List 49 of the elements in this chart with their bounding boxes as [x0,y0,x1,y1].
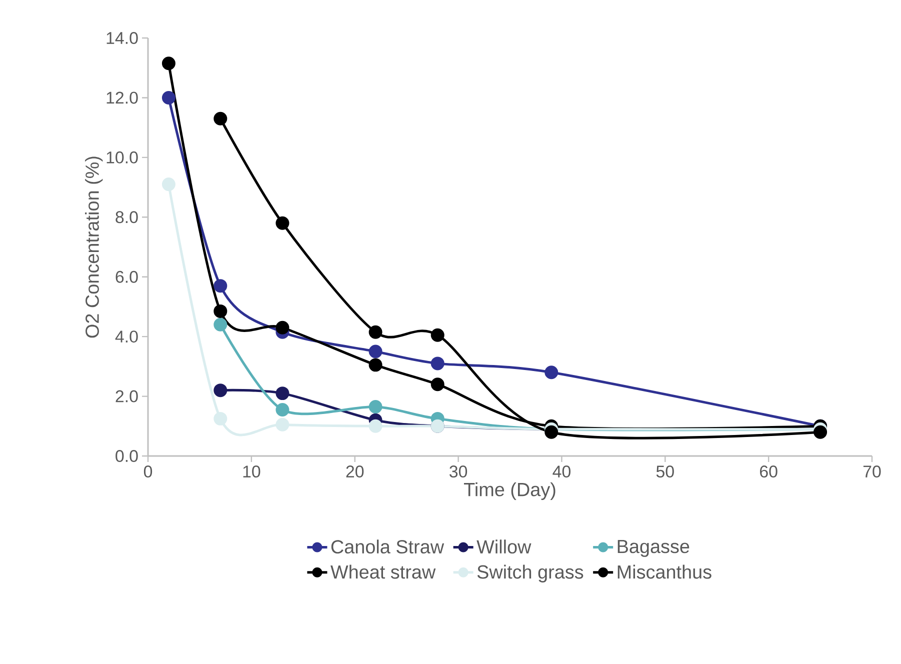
y-tick-label: 10.0 [106,151,138,164]
x-tick-label: 10 [243,466,260,478]
point [368,400,382,414]
point [276,216,290,230]
point [276,402,290,416]
y-tick-label: 8.0 [116,211,138,224]
point [814,425,828,439]
point [214,279,228,293]
point [544,425,558,439]
point [162,56,176,70]
point [276,320,290,334]
x-tick-label: 70 [863,466,881,478]
x-tick-label: 40 [552,466,570,478]
legend-label: Switch grass [477,564,584,582]
point [368,325,382,339]
y-axis-title: O2 Concentration (%) [85,156,103,338]
y-tick-label: 14.0 [106,32,138,44]
point [368,358,382,372]
point [214,112,228,126]
x-tick-label: 60 [760,466,778,478]
point [276,386,290,400]
point [162,178,176,192]
legend-label: Wheat straw [330,564,436,579]
x-tick-label: 30 [450,466,468,478]
point [430,328,444,342]
x-tick-label: 0 [144,466,152,478]
x-tick-label: 20 [346,466,364,478]
x-tick-label: 50 [656,466,674,478]
point [162,90,176,104]
point [368,419,382,433]
y-tick-label: 4.0 [115,330,138,343]
legend-label: Bagasse [618,540,690,557]
point [430,378,444,392]
point [214,318,228,332]
y-tick-label: 0.0 [116,450,138,462]
y-tick-label: 2.0 [116,390,138,402]
legend-label: Willow [476,540,532,554]
legend-label: Miscanthus [618,564,712,579]
point [544,366,558,380]
point [430,356,444,370]
point [368,344,382,358]
legend-label: Canola Straw [331,540,444,554]
point [214,304,228,318]
y-tick-label: 6.0 [116,270,138,283]
point [214,384,228,398]
point [276,418,290,432]
x-axis-title: Time (Day) [464,482,556,500]
point [214,412,228,426]
y-tick-label: 12.0 [106,92,138,104]
